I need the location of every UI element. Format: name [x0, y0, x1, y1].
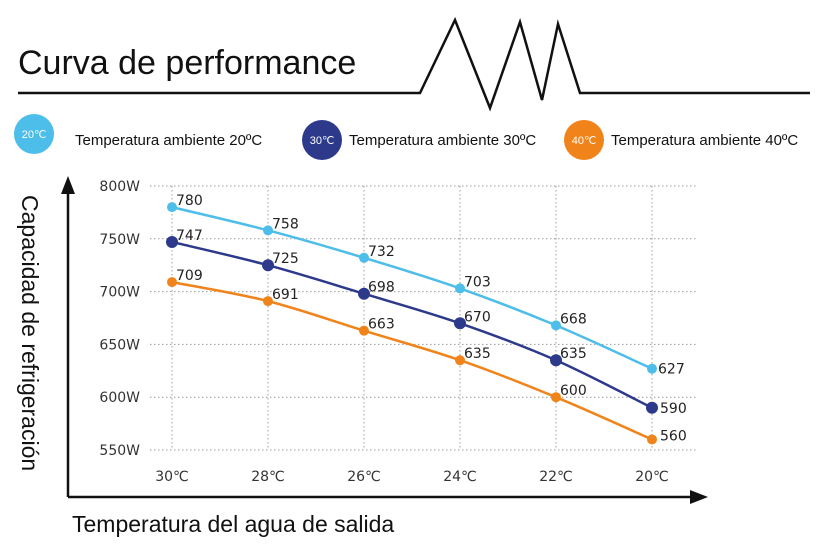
data-point — [359, 325, 369, 336]
x-axis-arrow — [690, 490, 708, 504]
data-point — [262, 259, 274, 272]
data-point — [551, 392, 561, 403]
y-tick-label: 800W — [99, 179, 140, 195]
y-axis-arrow — [61, 176, 75, 194]
legend-badge-30-text: 30℃ — [310, 135, 335, 147]
data-label: 670 — [464, 309, 491, 325]
series-20: 780 758 732 703 668 627 — [167, 193, 685, 378]
legend-badge-20 — [14, 114, 54, 154]
legend: 20℃ Temperatura ambiente 20ºC 30℃ Temper… — [14, 114, 798, 160]
data-point — [647, 363, 657, 374]
data-point — [646, 401, 658, 414]
legend-badge-20-text: 20℃ — [22, 129, 47, 141]
data-label: 780 — [176, 193, 203, 209]
x-tick-label: 30℃ — [155, 469, 189, 485]
data-label: 691 — [272, 287, 299, 303]
data-label: 635 — [560, 346, 587, 362]
data-label: 635 — [464, 346, 491, 362]
y-tick-label: 650W — [99, 337, 140, 353]
x-tick-label: 28℃ — [251, 469, 285, 485]
data-point — [167, 202, 177, 213]
zigzag-header-line — [18, 16, 810, 112]
tick-labels: 800W 750W 700W 650W 600W 550W 30℃ 28℃ 26℃ 24℃ 22℃ 2… — [99, 179, 668, 485]
legend-badge-40-text: 40℃ — [572, 135, 597, 147]
legend-badge-40 — [564, 120, 604, 160]
data-label: 668 — [560, 311, 587, 327]
x-tick-label: 24℃ — [443, 469, 477, 485]
series-20-line — [171, 205, 653, 370]
data-point — [647, 434, 657, 445]
data-label: 725 — [272, 251, 299, 267]
y-axis-label: Capacidad de refrigeración — [17, 195, 43, 471]
y-tick-label: 750W — [99, 232, 140, 248]
series-40: 709 691 663 635 600 560 — [167, 268, 687, 445]
legend-badge-30 — [302, 120, 342, 160]
y-tick-label: 550W — [99, 443, 140, 459]
data-label: 758 — [272, 216, 299, 232]
data-label: 698 — [368, 280, 395, 296]
legend-item-30: 30℃ Temperatura ambiente 30ºC — [302, 120, 536, 160]
data-point — [455, 355, 465, 366]
data-point — [454, 317, 466, 330]
data-point — [455, 283, 465, 294]
data-label: 732 — [368, 244, 395, 260]
data-point — [551, 320, 561, 331]
series-30: 747 725 698 670 635 590 — [166, 228, 687, 417]
legend-label-20: Temperatura ambiente 20ºC — [75, 132, 262, 149]
data-label: 627 — [658, 362, 685, 378]
data-point — [263, 296, 273, 307]
data-label: 590 — [660, 401, 687, 417]
data-point — [263, 225, 273, 236]
x-tick-label: 26℃ — [347, 469, 381, 485]
data-point — [359, 252, 369, 263]
grid — [150, 185, 696, 451]
data-label: 747 — [176, 228, 203, 244]
x-tick-label: 20℃ — [635, 469, 669, 485]
y-tick-label: 600W — [99, 390, 140, 406]
data-label: 709 — [176, 268, 203, 284]
data-point — [167, 277, 177, 288]
data-label: 663 — [368, 317, 395, 333]
data-label: 560 — [660, 428, 687, 444]
x-axis-label: Temperatura del agua de salida — [72, 511, 394, 537]
data-point — [166, 235, 178, 248]
legend-label-30: Temperatura ambiente 30ºC — [349, 132, 536, 149]
legend-label-40: Temperatura ambiente 40ºC — [611, 132, 798, 149]
series: 780 758 732 703 668 627 747 725 698 670 635 590 709 6… — [166, 193, 687, 445]
legend-item-40: 40℃ Temperatura ambiente 40ºC — [564, 120, 798, 160]
page-title: Curva de performance — [18, 44, 356, 82]
y-tick-label: 700W — [99, 285, 140, 301]
x-tick-label: 22℃ — [539, 469, 573, 485]
data-point — [550, 354, 562, 367]
data-label: 600 — [560, 383, 587, 399]
data-label: 703 — [464, 274, 491, 290]
data-point — [358, 287, 370, 300]
legend-item-20: 20℃ Temperatura ambiente 20ºC — [14, 114, 262, 154]
